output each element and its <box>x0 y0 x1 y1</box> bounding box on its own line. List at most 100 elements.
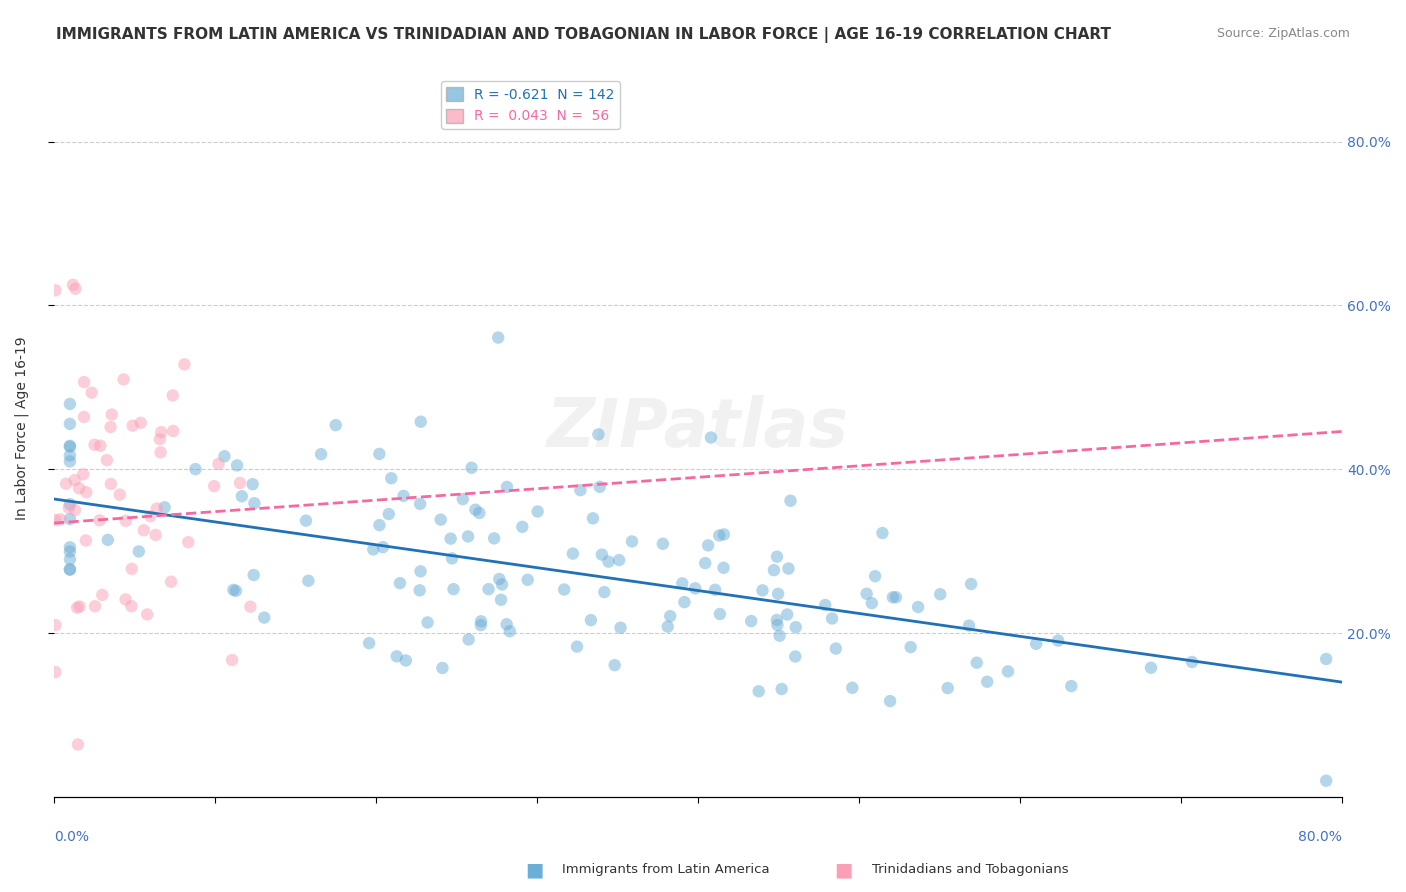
Point <box>75 485 97 500</box>
Point <box>202 479 225 493</box>
Point <box>359 636 381 650</box>
Point <box>766 613 789 627</box>
Point <box>162 424 184 438</box>
Point <box>1181 655 1204 669</box>
Point <box>65 282 87 296</box>
Point <box>713 527 735 541</box>
Point <box>59 449 82 463</box>
Point <box>49 512 72 526</box>
Point <box>440 532 463 546</box>
Point <box>59 440 82 454</box>
Point <box>368 518 391 533</box>
Point <box>814 598 837 612</box>
Point <box>468 506 491 520</box>
Text: Immigrants from Latin America: Immigrants from Latin America <box>562 863 770 876</box>
Point <box>966 656 988 670</box>
Point <box>470 618 492 632</box>
Point <box>821 611 844 625</box>
Point <box>460 460 482 475</box>
Point <box>55 476 77 491</box>
Point <box>489 592 512 607</box>
Point <box>785 649 807 664</box>
Point <box>385 649 408 664</box>
Point <box>495 617 517 632</box>
Point <box>139 509 162 524</box>
Point <box>229 475 252 490</box>
Point <box>63 503 86 517</box>
Point <box>239 599 262 614</box>
Point <box>593 585 616 599</box>
Point <box>768 629 790 643</box>
Point <box>751 583 773 598</box>
Text: IMMIGRANTS FROM LATIN AMERICA VS TRINIDADIAN AND TOBAGONIAN IN LABOR FORCE | AGE: IMMIGRANTS FROM LATIN AMERICA VS TRINIDA… <box>56 27 1111 43</box>
Point <box>579 613 602 627</box>
Point <box>207 457 229 471</box>
Point <box>607 553 630 567</box>
Point <box>44 513 66 527</box>
Point <box>609 621 631 635</box>
Point <box>368 447 391 461</box>
Point <box>1315 773 1337 788</box>
Point <box>112 372 135 386</box>
Point <box>620 534 643 549</box>
Point <box>149 445 172 459</box>
Point <box>516 573 538 587</box>
Point <box>779 493 801 508</box>
Point <box>1025 637 1047 651</box>
Point <box>59 544 82 558</box>
Point <box>325 418 347 433</box>
Point <box>409 565 432 579</box>
Point <box>470 615 492 629</box>
Point <box>457 529 479 543</box>
Point <box>242 477 264 491</box>
Point <box>855 587 877 601</box>
Point <box>762 563 785 577</box>
Point <box>704 582 727 597</box>
Point <box>1315 652 1337 666</box>
Point <box>766 587 789 601</box>
Point <box>162 388 184 402</box>
Point <box>214 449 236 463</box>
Point <box>553 582 575 597</box>
Legend: R = -0.621  N = 142, R =  0.043  N =  56: R = -0.621 N = 142, R = 0.043 N = 56 <box>441 81 620 129</box>
Point <box>145 528 167 542</box>
Point <box>598 555 620 569</box>
Point <box>59 563 82 577</box>
Point <box>863 569 886 583</box>
Point <box>785 620 807 634</box>
Point <box>695 556 717 570</box>
Point <box>997 665 1019 679</box>
Point <box>409 415 432 429</box>
Point <box>59 417 82 431</box>
Point <box>97 533 120 547</box>
Point <box>84 599 107 614</box>
Point <box>83 438 105 452</box>
Point <box>929 587 952 601</box>
Point <box>128 544 150 558</box>
Point <box>100 420 122 434</box>
Point <box>295 514 318 528</box>
Point <box>72 467 94 482</box>
Point <box>225 583 247 598</box>
Point <box>451 491 474 506</box>
Point <box>603 658 626 673</box>
Point <box>510 520 533 534</box>
Point <box>671 576 693 591</box>
Point <box>1140 661 1163 675</box>
Point <box>59 439 82 453</box>
Point <box>226 458 249 473</box>
Point <box>526 504 548 518</box>
Point <box>44 665 66 679</box>
Point <box>659 609 682 624</box>
Point <box>713 561 735 575</box>
Point <box>222 582 245 597</box>
Point <box>651 537 673 551</box>
Point <box>388 576 411 591</box>
Point <box>59 497 82 511</box>
Point <box>395 653 418 667</box>
Point <box>841 681 863 695</box>
Point <box>776 607 799 622</box>
Point <box>108 488 131 502</box>
Point <box>770 681 793 696</box>
Point <box>59 454 82 468</box>
